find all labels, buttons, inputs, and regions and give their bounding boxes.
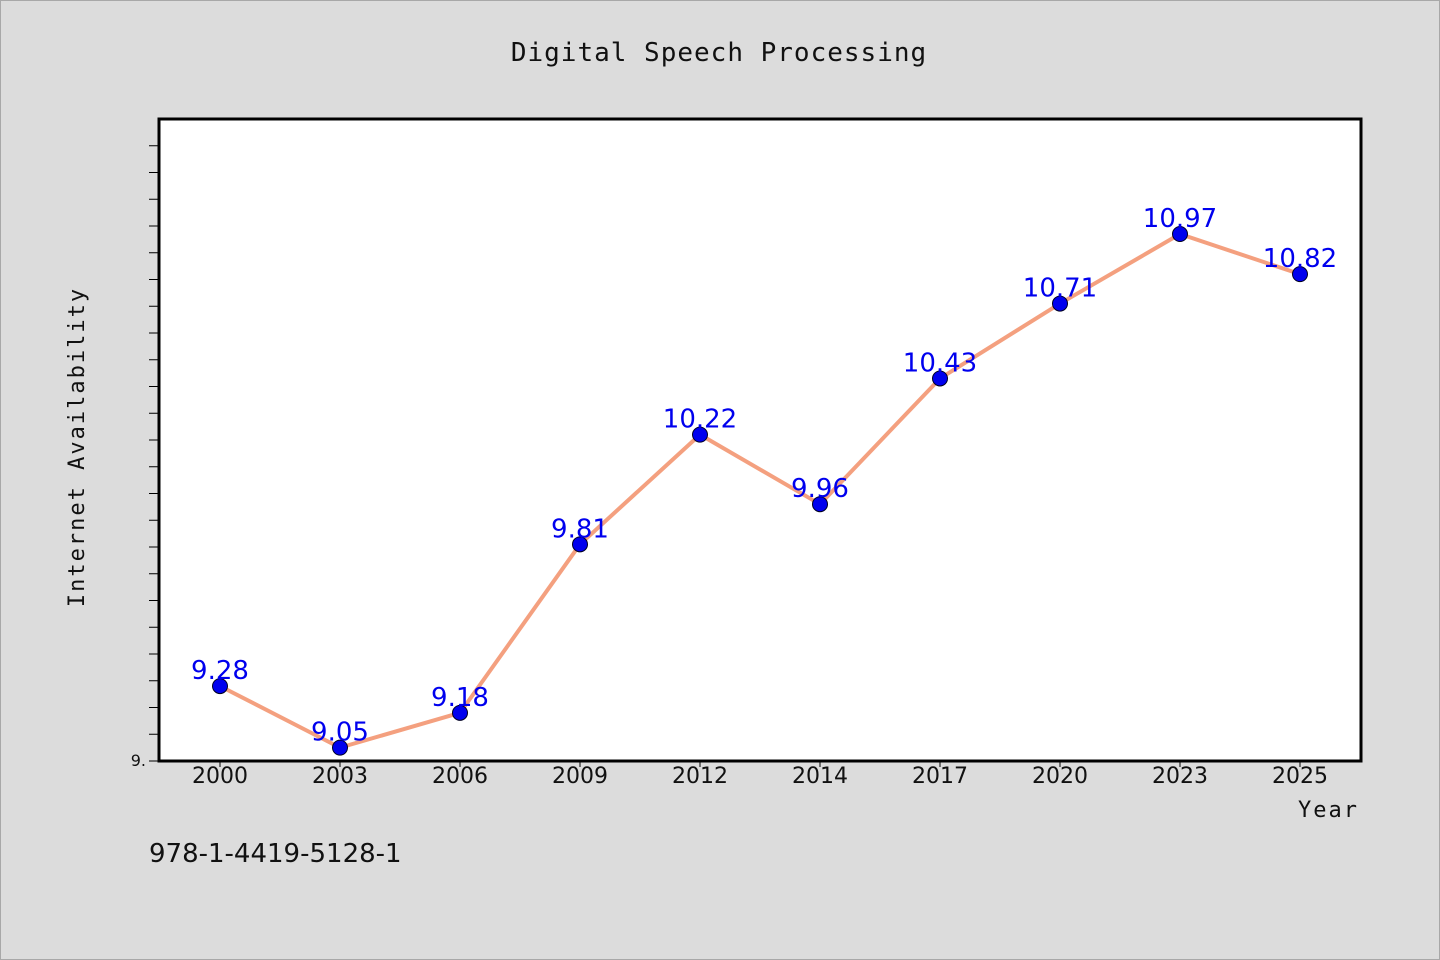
data-point — [212, 678, 228, 695]
data-point — [1052, 295, 1068, 312]
data-point — [932, 370, 948, 387]
x-tick-label: 2017 — [912, 764, 968, 789]
chart-title: Digital Speech Processing — [511, 38, 927, 68]
data-point — [572, 536, 588, 553]
x-axis-title: Year — [1298, 798, 1359, 823]
series-layer: 9.28 9.05 9.18 9.81 10.22 9.96 10.43 10.71 10.97… — [191, 204, 1337, 756]
x-tick-label: 2006 — [432, 764, 488, 789]
x-tick-label: 2000 — [192, 764, 248, 789]
isbn-label: 978-1-4419-5128-1 — [149, 839, 402, 869]
data-label: 10.82 — [1263, 244, 1337, 274]
data-point — [452, 704, 468, 721]
data-label: 10.97 — [1143, 204, 1217, 234]
data-label: 9.18 — [431, 683, 489, 713]
x-tick-label: 2014 — [792, 764, 848, 789]
data-point — [332, 739, 348, 756]
data-label: 9.05 — [311, 718, 369, 748]
y-axis-ticks — [149, 145, 159, 762]
x-tick-label: 2020 — [1032, 764, 1088, 789]
x-tick-label: 2009 — [552, 764, 608, 789]
series-line — [218, 232, 1302, 750]
x-tick-label: 2025 — [1272, 764, 1328, 789]
x-tick-label: 2012 — [672, 764, 728, 789]
data-label: 10.71 — [1023, 274, 1097, 304]
data-point — [1172, 226, 1188, 243]
x-axis-ticks — [219, 761, 1301, 767]
data-point — [812, 496, 828, 513]
y-axis-title: Internet Availability — [65, 287, 90, 607]
data-label: 9.81 — [551, 514, 609, 544]
data-label: 10.43 — [903, 348, 977, 378]
x-axis-tick-labels: 2000 2003 2006 2009 2012 2014 2017 2020 2023 2025 — [192, 764, 1328, 789]
x-tick-label: 2023 — [1152, 764, 1208, 789]
x-tick-label: 2003 — [312, 764, 368, 789]
data-label: 9.96 — [791, 474, 849, 504]
y-tick-label: 9. — [131, 751, 146, 770]
data-label: 9.28 — [191, 656, 249, 686]
data-label: 10.22 — [663, 405, 737, 435]
data-point — [1292, 266, 1308, 283]
plot-area — [157, 117, 1363, 763]
data-point — [692, 426, 708, 443]
